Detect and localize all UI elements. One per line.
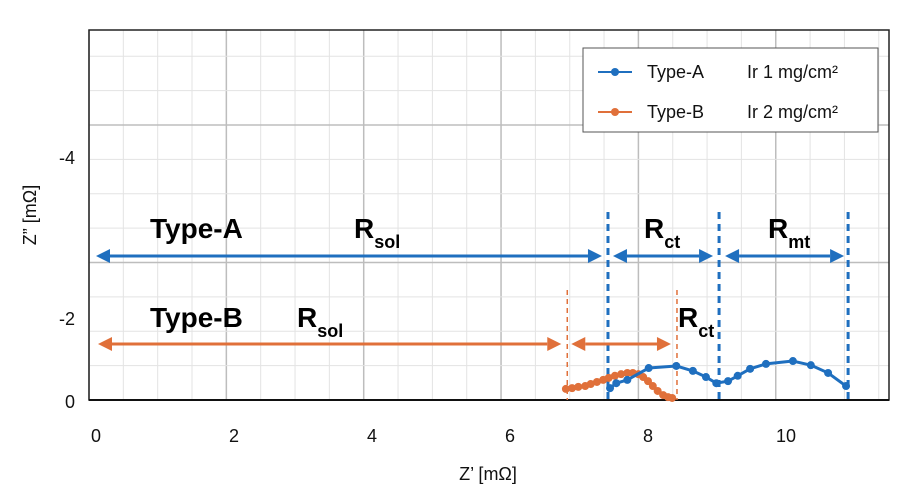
y-tick-label: -4 [59,148,75,168]
type-a-point [806,361,815,370]
type-b-rsol-arrow-head-left [98,337,112,351]
type-b-point [653,386,662,395]
type-b-rsol-label: Rsol [297,302,343,341]
type-a-rmt-arrow-head-left [725,249,740,263]
type-a-point [623,375,632,384]
type-b-label: Type-B [150,302,243,333]
type-a-point [712,379,721,388]
type-a-legend-name: Type-A [647,62,704,82]
type-a-rct-arrow-head-left [612,249,627,263]
y-tick-label: -2 [59,309,75,329]
type-b-rct-arrow-head-left [571,337,586,351]
type-b-point [586,380,595,389]
type-a-point [688,366,697,375]
y-tick-labels: -4 -2 0 [59,148,75,412]
type-a-point [606,384,615,393]
type-b-rsol-label-main: R [297,302,317,333]
type-a-series [606,357,851,393]
x-tick-label: 8 [643,426,653,446]
type-a-point [701,373,710,382]
type-a-rmt-arrow-head-right [830,249,845,263]
type-b-point [644,377,652,386]
type-b-point [610,371,619,380]
legend-box [582,47,879,133]
type-a-rmt-label: Rmt [768,213,810,252]
type-b-point [617,370,626,379]
type-a-rct-label: Rct [644,213,680,252]
type-a-point [733,371,742,380]
series-group [561,357,851,402]
type-a-rmt-label-main: R [768,213,788,244]
x-tick-label: 10 [776,426,796,446]
y-tick-label: 0 [65,392,75,412]
type-a-rsol-arrow [96,249,602,263]
type-b-rct-label: Rct [678,302,714,341]
type-a-point [788,357,797,366]
type-b-point [561,384,570,393]
type-a-legend-marker [611,68,619,76]
x-tick-label: 2 [229,426,239,446]
type-a-rct-label-sub: ct [664,232,680,252]
type-a-rsol-label-sub: sol [374,232,400,252]
type-a-point [672,361,681,370]
type-a-line [609,359,847,390]
type-a-rct-arrow-head-right [699,249,714,263]
type-a-rmt-label-sub: mt [788,232,810,252]
type-a-rsol-arrow-head-left [96,249,110,263]
legend: Type-A Ir 1 mg/cm² Type-B Ir 2 mg/cm² [582,47,879,133]
x-axis-label: Z’ [mΩ] [459,464,517,484]
type-b-legend-marker [611,108,619,116]
type-a-rsol-label: Rsol [354,213,400,252]
type-a-point [824,368,833,377]
type-b-legend-name: Type-B [647,102,704,122]
type-b-point [648,382,657,391]
y-axis-label: Z” [mΩ] [20,185,40,245]
type-b-point [568,384,577,393]
type-b-point [604,373,613,382]
type-a-rct-label-main: R [644,213,664,244]
type-b-point [623,368,632,377]
type-a-legend-loading: Ir 1 mg/cm² [747,62,838,82]
type-b-point [592,377,601,386]
type-a-point [746,364,755,373]
type-b-rsol-label-sub: sol [317,321,343,341]
type-a-point [644,364,653,373]
type-b-rct-label-main: R [678,302,698,333]
type-b-rct-label-sub: ct [698,321,714,341]
type-a-rsol-label-main: R [354,213,374,244]
type-a-label: Type-A [150,213,243,244]
x-tick-label: 0 [91,426,101,446]
type-b-legend-loading: Ir 2 mg/cm² [747,102,838,122]
type-a-point [842,382,851,391]
type-a-point [612,379,621,388]
type-b-rct-arrow-head-right [656,337,671,351]
type-b-point [668,393,677,402]
type-b-rsol-arrow-head-right [547,337,562,351]
x-tick-labels: 0 2 4 6 8 10 [91,426,796,446]
type-a-rct-arrow [612,249,714,263]
type-a-point [724,377,733,386]
type-a-rsol-arrow-head-right [587,249,602,263]
type-b-rct-arrow [571,337,671,351]
type-b-rsol-arrow [98,337,562,351]
type-b-point [574,382,583,391]
x-tick-label: 6 [505,426,515,446]
type-a-rmt-arrow [725,249,845,263]
x-tick-label: 4 [367,426,377,446]
type-a-point [761,359,770,368]
